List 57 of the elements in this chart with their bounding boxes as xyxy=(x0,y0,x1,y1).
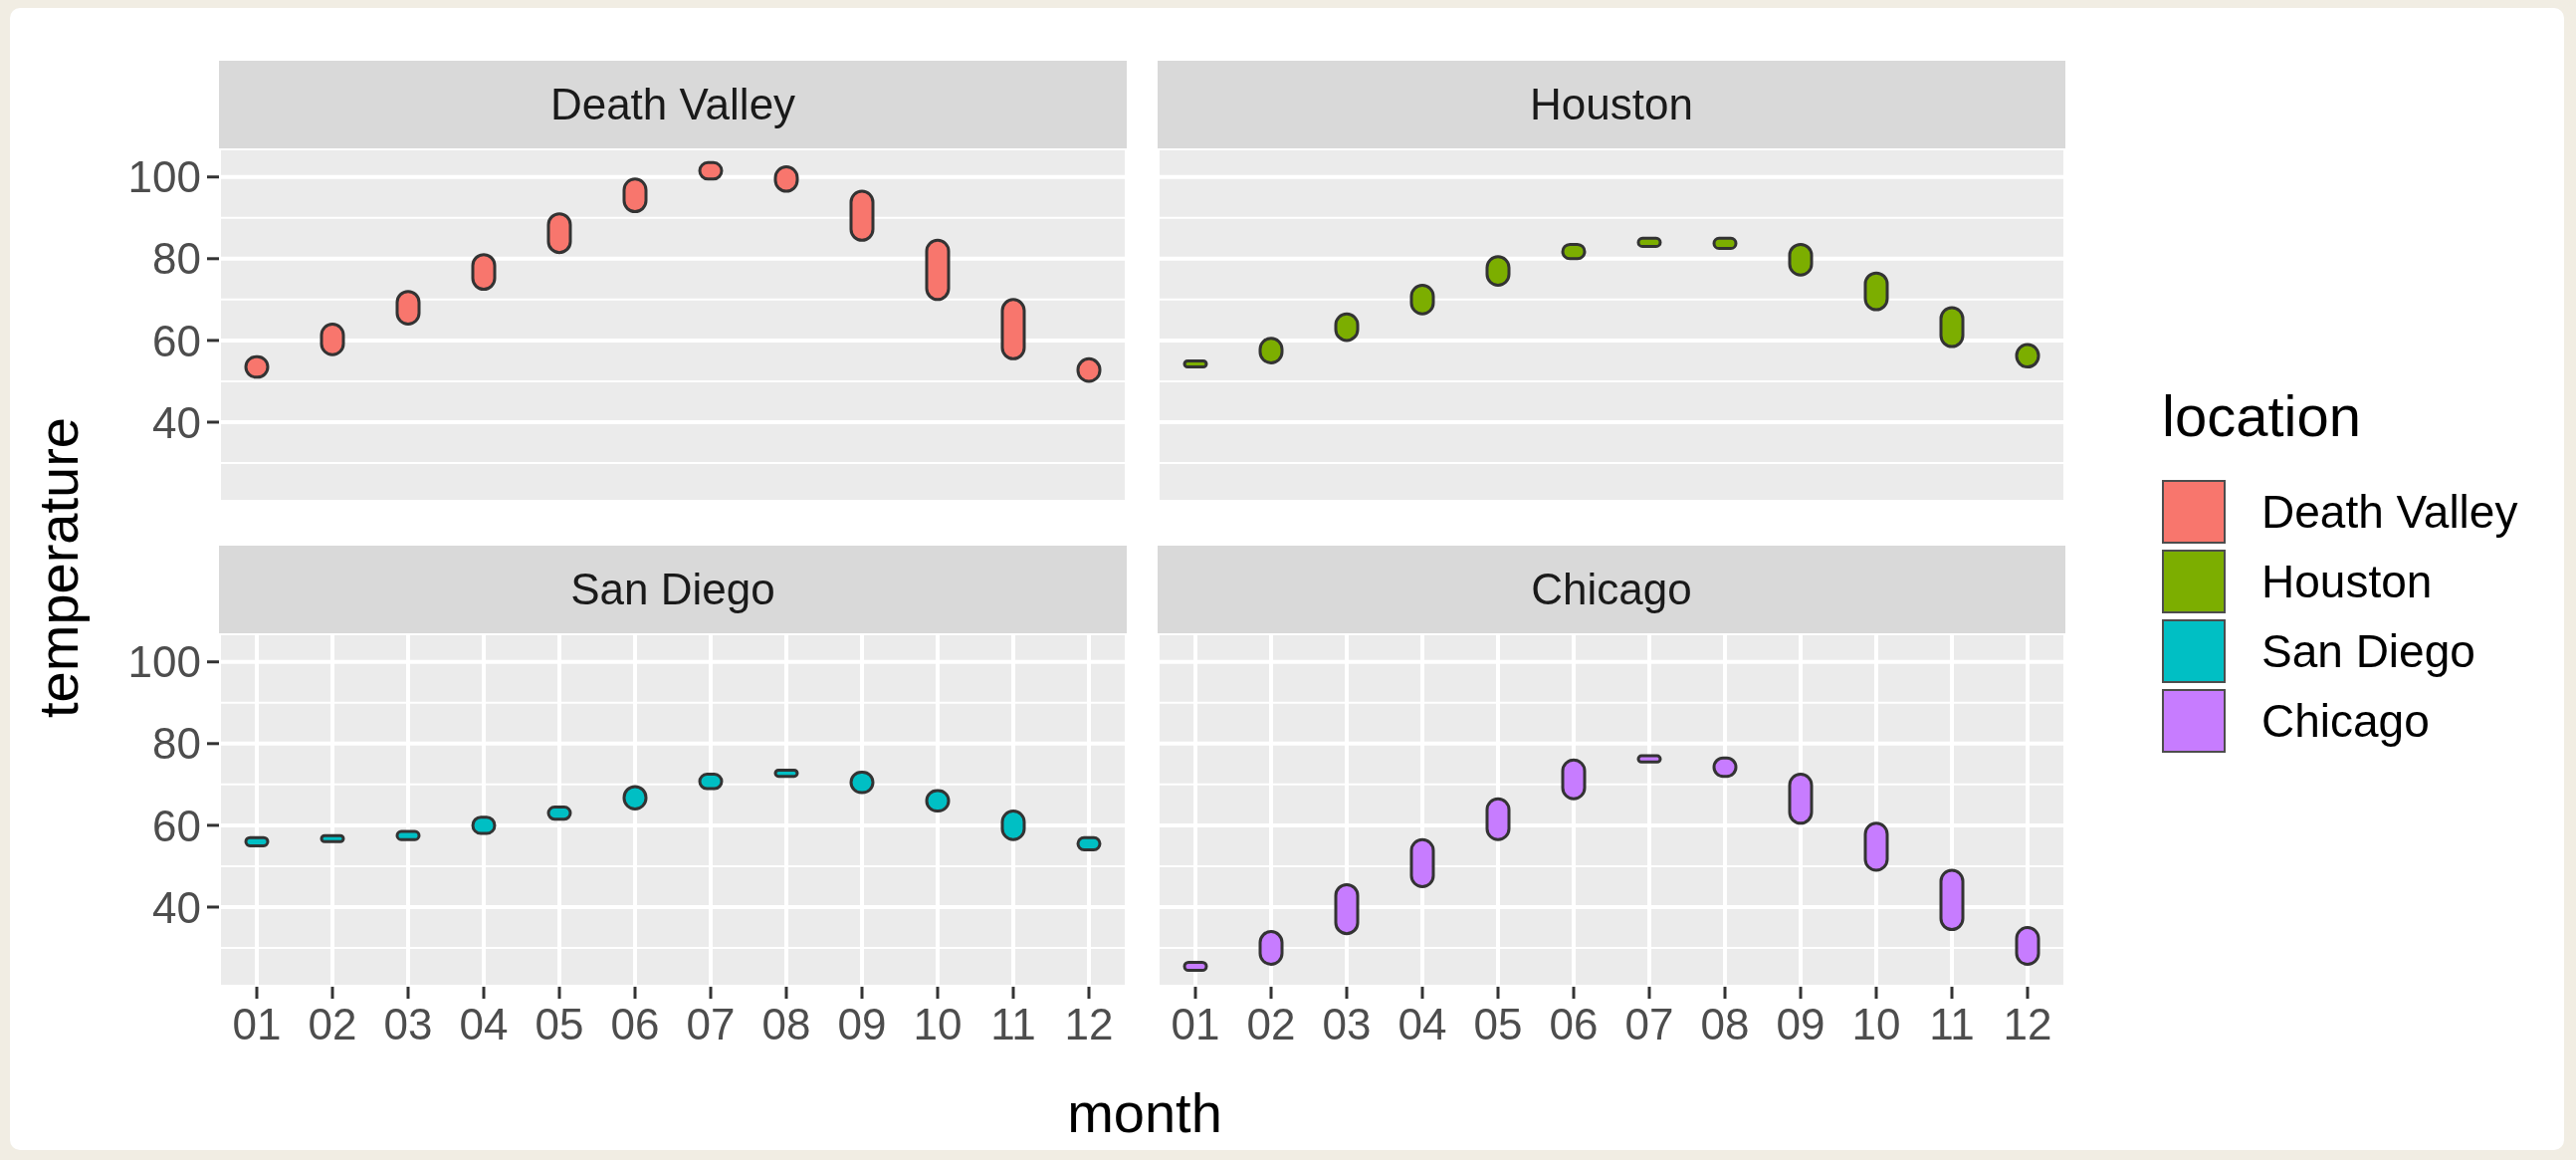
y-tick-label: 100 xyxy=(127,152,201,202)
x-tick-label: 08 xyxy=(1700,1000,1750,1049)
x-tick-label: 04 xyxy=(1397,1000,1447,1049)
x-tick-label: 06 xyxy=(1549,1000,1599,1049)
bar xyxy=(1788,773,1814,825)
x-tick-label: 11 xyxy=(1929,1000,1975,1049)
legend-label: Houston xyxy=(2261,555,2433,608)
x-tick-label: 08 xyxy=(761,1000,811,1049)
bar xyxy=(925,238,951,302)
bar xyxy=(395,829,421,841)
bar xyxy=(1182,358,1208,369)
chart-title: Chicago xyxy=(1158,546,2065,633)
bar xyxy=(849,189,875,242)
y-tick-label: 100 xyxy=(127,637,201,687)
legend-label: Chicago xyxy=(2261,694,2430,748)
y-tick-label: 40 xyxy=(152,882,201,932)
y-tick-label: 80 xyxy=(152,719,201,769)
x-tick-label: 03 xyxy=(1322,1000,1372,1049)
x-tick-label: 05 xyxy=(1473,1000,1523,1049)
bar xyxy=(1334,882,1360,936)
chart-title: Houston xyxy=(1158,61,2065,148)
bar xyxy=(1182,960,1208,973)
bar xyxy=(244,835,270,847)
y-tick-label: 40 xyxy=(152,397,201,447)
chart-title: Death Valley xyxy=(219,61,1127,148)
x-tick-label: 02 xyxy=(1246,1000,1296,1049)
x-tick-label: 12 xyxy=(1064,1000,1114,1049)
y-tick-label: 80 xyxy=(152,234,201,284)
bar xyxy=(1939,868,1965,932)
legend-label: San Diego xyxy=(2261,624,2475,678)
x-tick-label: 09 xyxy=(837,1000,887,1049)
bar xyxy=(1636,754,1662,764)
bar xyxy=(320,833,345,843)
x-tick-label: 09 xyxy=(1776,1000,1825,1049)
y-tick-label: 60 xyxy=(152,801,201,850)
bar xyxy=(1636,236,1662,248)
x-tick-label: 07 xyxy=(1624,1000,1674,1049)
x-tick-label: 04 xyxy=(459,1000,509,1049)
x-tick-label: 10 xyxy=(1851,1000,1901,1049)
x-tick-label: 02 xyxy=(308,1000,357,1049)
x-tick-label: 03 xyxy=(383,1000,433,1049)
bar xyxy=(1000,298,1026,360)
x-tick-label: 07 xyxy=(686,1000,736,1049)
legend-title: location xyxy=(2162,383,2362,449)
x-tick-label: 11 xyxy=(990,1000,1036,1049)
legend-label: Death Valley xyxy=(2261,485,2518,539)
x-tick-label: 12 xyxy=(2003,1000,2052,1049)
y-tick-label: 60 xyxy=(152,316,201,365)
x-tick-label: 05 xyxy=(535,1000,584,1049)
y-axis-title: temperature xyxy=(25,417,91,718)
x-tick-label: 01 xyxy=(1171,1000,1220,1049)
x-tick-label: 10 xyxy=(913,1000,963,1049)
chart-title: San Diego xyxy=(219,546,1127,633)
bar xyxy=(773,768,799,779)
x-tick-label: 06 xyxy=(610,1000,660,1049)
x-tick-label: 01 xyxy=(232,1000,282,1049)
x-axis-title: month xyxy=(1067,1079,1222,1145)
